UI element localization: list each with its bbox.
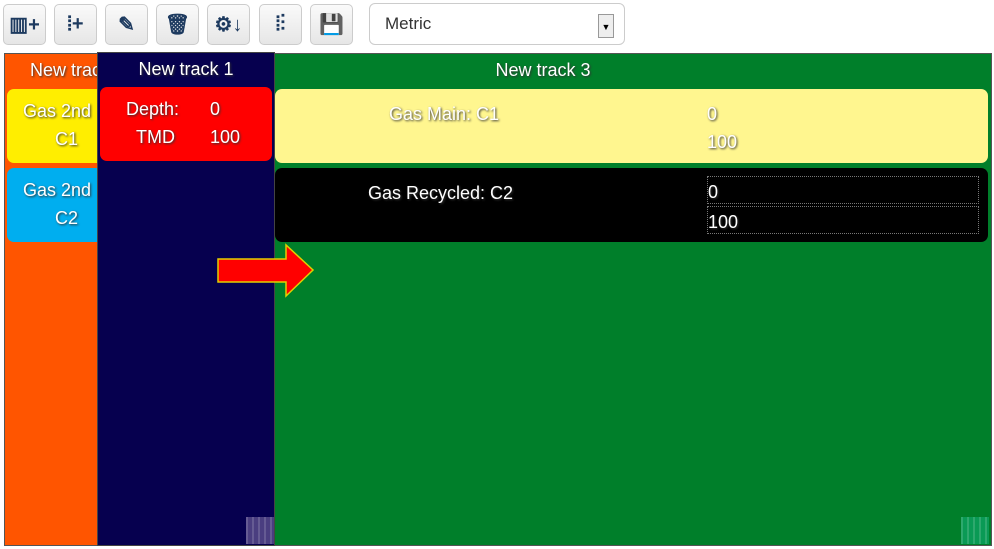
trash-icon: 🗑 — [164, 14, 191, 36]
unit-select-value: Metric — [385, 14, 432, 33]
scale-min[interactable]: 0 — [707, 176, 979, 204]
chevron-down-icon[interactable]: ▼ — [598, 14, 614, 38]
curve-name: Gas 2nd — [23, 180, 92, 200]
depth-label: Depth: — [126, 99, 180, 119]
curve-card-gas-recycled[interactable]: Gas Recycled: C2 0 100 — [275, 168, 988, 242]
track-new-track-2[interactable]: New track 2 Gas 2nd C1 Gas 2nd C2 — [5, 54, 97, 545]
pencil-icon: ✎ — [118, 14, 135, 36]
save-button[interactable]: 💾 — [310, 4, 353, 45]
curve-list-icon: ⦙⋮ — [275, 13, 286, 35]
track-title: New track 1 — [138, 59, 234, 79]
track-panel: New track 2 Gas 2nd C1 Gas 2nd C2 New tr… — [4, 52, 992, 546]
curve-name: Gas 2nd — [23, 101, 92, 121]
add-track-button[interactable]: ▥+ — [3, 4, 46, 45]
track-new-track-3[interactable]: New track 3 Gas Main: C1 0 100 Gas Recyc… — [275, 54, 991, 545]
add-curve-button[interactable]: ⦙+ — [54, 4, 97, 45]
save-icon: 💾 — [319, 14, 344, 36]
depth-min[interactable]: 0 — [210, 99, 221, 119]
curve-list-button[interactable]: ⦙⋮ — [259, 4, 302, 45]
scale-min[interactable]: 0 — [707, 104, 718, 124]
add-curve-icon: ⦙+ — [67, 13, 84, 35]
scale-max[interactable]: 100 — [707, 132, 738, 152]
resize-handle[interactable] — [246, 517, 274, 544]
depth-card[interactable]: Depth: TMD 0 100 — [100, 87, 272, 161]
track-new-track-1[interactable]: New track 1 Depth: TMD 0 100 — [97, 52, 275, 546]
curve-card-c1[interactable]: Gas 2nd C1 — [7, 89, 97, 163]
delete-button[interactable]: 🗑 — [156, 4, 199, 45]
track-title: New track 2 — [30, 60, 97, 80]
curve-name: Gas Recycled: C2 — [368, 183, 514, 203]
scale-max[interactable]: 100 — [707, 206, 979, 234]
tmd-label: TMD — [136, 127, 175, 147]
curve-name: Gas Main: C1 — [389, 104, 500, 124]
curve-card-gas-main[interactable]: Gas Main: C1 0 100 — [275, 89, 988, 163]
export-settings-icon: ⚙↓ — [214, 14, 243, 36]
edit-button[interactable]: ✎ — [105, 4, 148, 45]
curve-id: C2 — [55, 208, 79, 228]
track-title: New track 3 — [495, 60, 591, 80]
depth-max[interactable]: 100 — [210, 127, 241, 147]
resize-handle[interactable] — [961, 517, 989, 544]
unit-select[interactable]: Metric ▼ — [369, 3, 625, 45]
curve-id: C1 — [55, 129, 79, 149]
export-button[interactable]: ⚙↓ — [207, 4, 250, 45]
curve-card-c2[interactable]: Gas 2nd C2 — [7, 168, 97, 242]
add-track-icon: ▥+ — [9, 14, 40, 36]
drag-arrow-icon — [217, 243, 315, 298]
